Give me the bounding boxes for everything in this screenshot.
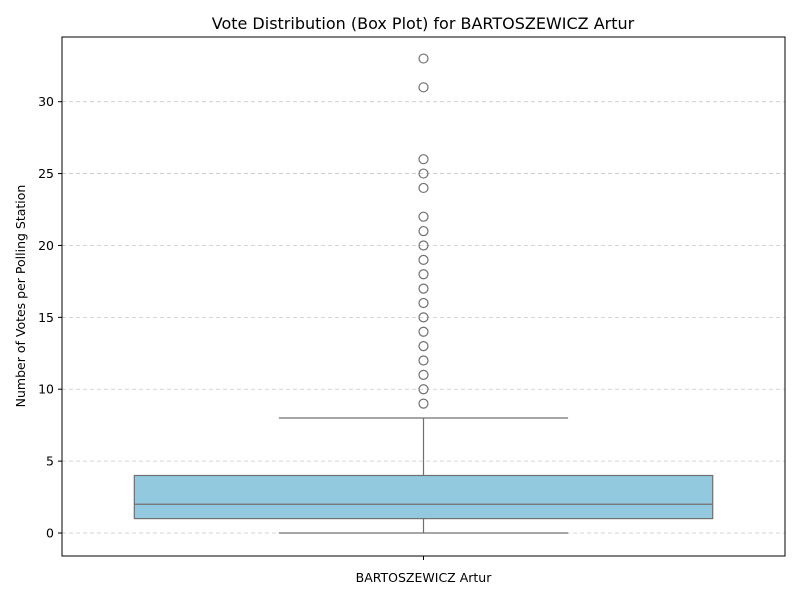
y-tick-label: 15 [38, 310, 54, 325]
y-tick-label: 20 [38, 238, 54, 253]
y-tick-label: 5 [46, 454, 54, 469]
y-tick-label: 25 [38, 166, 54, 181]
outlier-point [418, 82, 429, 93]
outlier-point [418, 326, 429, 337]
outlier-point [418, 182, 429, 194]
outlier-point [418, 211, 429, 222]
outlier-point [418, 384, 429, 395]
x-axis-ticks: BARTOSZEWICZ Artur [356, 556, 493, 585]
y-tick-label: 30 [38, 94, 54, 109]
grid-lines [62, 101, 785, 534]
y-tick-label: 0 [46, 525, 54, 540]
outlier-point [418, 355, 429, 366]
y-axis-label: Number of Votes per Polling Station [13, 185, 28, 408]
outlier-point [418, 53, 429, 64]
y-tick-label: 10 [38, 382, 54, 397]
outlier-point [418, 283, 429, 294]
outlier-point [418, 398, 429, 409]
chart-title: Vote Distribution (Box Plot) for BARTOSZ… [212, 14, 635, 33]
plot-area [133, 53, 714, 534]
outlier-point [418, 269, 429, 280]
outlier-point [418, 154, 429, 165]
outlier-point [418, 369, 429, 380]
outlier-point [418, 240, 429, 251]
outlier-point [418, 340, 429, 352]
x-tick-label: BARTOSZEWICZ Artur [356, 570, 493, 585]
outlier-point [418, 254, 429, 265]
outlier-point [418, 312, 429, 323]
y-axis-ticks: 0 5 10 15 20 25 30 [38, 94, 62, 540]
outlier-point [418, 168, 429, 179]
iqr-box [133, 474, 714, 520]
outlier-point [418, 297, 429, 309]
outlier-point [418, 225, 429, 237]
